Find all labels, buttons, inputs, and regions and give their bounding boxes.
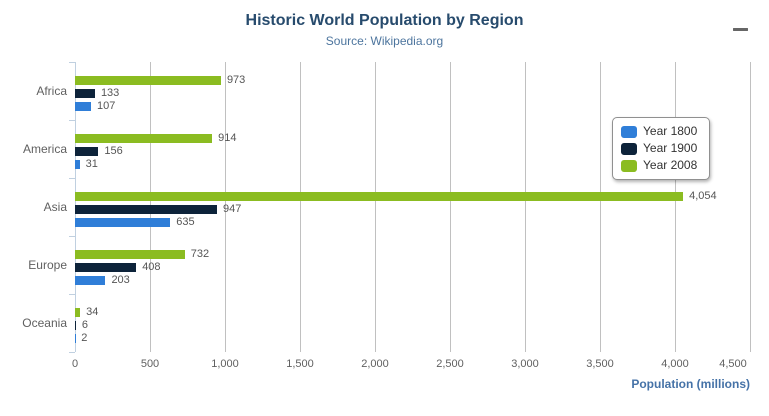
legend-item-year-1900[interactable]: Year 1900 <box>621 142 697 155</box>
legend-label: Year 1800 <box>643 124 698 138</box>
data-label: 107 <box>97 100 116 112</box>
data-label: 133 <box>100 87 120 99</box>
legend-swatch <box>621 142 637 155</box>
category-label: Africa <box>36 84 67 98</box>
value-axis-tick-label: 4,000 <box>661 358 689 370</box>
bar-year-2008-europe[interactable] <box>75 250 185 259</box>
data-label: 156 <box>104 145 123 157</box>
category-tick <box>69 62 75 63</box>
value-axis-tick-label: 2,000 <box>361 358 389 370</box>
gridline <box>299 62 301 352</box>
category-tick <box>69 352 75 353</box>
legend-swatch <box>621 159 637 172</box>
data-label: 6 <box>81 319 89 331</box>
data-label: 4,054 <box>689 190 717 202</box>
chart-subtitle: Source: Wikipedia.org <box>325 34 444 48</box>
value-axis-tick-label: 3,000 <box>511 358 539 370</box>
category-tick <box>69 178 75 179</box>
bar-year-1800-africa[interactable] <box>75 102 92 111</box>
category-label: Oceania <box>22 316 67 330</box>
bar-year-1900-europe[interactable] <box>75 263 137 272</box>
data-label: 2 <box>81 332 88 344</box>
legend-item-year-1800[interactable]: Year 1800 <box>621 125 697 138</box>
value-axis-tick-label: 2,500 <box>436 358 464 370</box>
legend-swatch <box>621 125 637 138</box>
value-axis-tick-label: 4,500 <box>719 358 747 370</box>
plot-area: 973 133 107 914 156 31 4,054 947 635 732 408 203 34 6… <box>75 62 751 352</box>
gridline <box>524 62 526 352</box>
data-label: 31 <box>85 158 98 170</box>
gridline <box>224 62 226 352</box>
gridline <box>374 62 376 352</box>
bar-year-1900-oceania[interactable] <box>75 321 76 330</box>
data-label: 973 <box>226 74 246 86</box>
legend-item-year-2008[interactable]: Year 2008 <box>621 159 697 172</box>
value-axis-tick-label: 1,000 <box>211 358 239 370</box>
bar-year-2008-asia[interactable] <box>75 192 684 201</box>
value-axis-tick-label: 0 <box>71 358 79 370</box>
category-tick <box>69 120 75 121</box>
data-label: 34 <box>86 306 99 318</box>
value-axis-title: Population (millions) <box>631 377 750 391</box>
data-label: 203 <box>111 274 130 286</box>
bar-year-1900-africa[interactable] <box>75 89 95 98</box>
bar-year-2008-africa[interactable] <box>75 76 221 85</box>
chart-context-menu-button[interactable] <box>730 18 751 37</box>
category-label: Europe <box>28 258 67 272</box>
value-axis-tick-label: 500 <box>140 358 160 370</box>
category-tick <box>69 294 75 295</box>
chart-title: Historic World Population by Region <box>245 12 524 29</box>
category-tick <box>69 236 75 237</box>
legend-label: Year 2008 <box>643 158 698 172</box>
data-label: 914 <box>218 132 237 144</box>
data-label: 732 <box>190 248 210 260</box>
bar-year-1800-america[interactable] <box>75 160 80 169</box>
bar-year-1900-asia[interactable] <box>75 205 218 214</box>
gridline <box>749 62 751 352</box>
bar-year-1800-asia[interactable] <box>75 218 171 227</box>
legend-label: Year 1900 <box>643 141 698 155</box>
data-label: 947 <box>223 203 242 215</box>
category-label: America <box>22 142 67 156</box>
category-label: Asia <box>43 200 67 214</box>
data-label: 408 <box>142 261 161 273</box>
data-label: 635 <box>176 216 195 228</box>
gridline <box>449 62 451 352</box>
gridline <box>599 62 601 352</box>
bar-year-2008-america[interactable] <box>75 134 213 143</box>
legend: Year 1800 Year 1900 Year 2008 <box>612 117 711 180</box>
bar-year-1900-america[interactable] <box>75 147 99 156</box>
bar-year-2008-oceania[interactable] <box>75 308 81 317</box>
value-axis-tick-label: 1,500 <box>286 358 314 370</box>
gridline <box>674 62 676 352</box>
value-axis-tick-label: 3,500 <box>586 358 614 370</box>
bar-year-1800-europe[interactable] <box>75 276 106 285</box>
